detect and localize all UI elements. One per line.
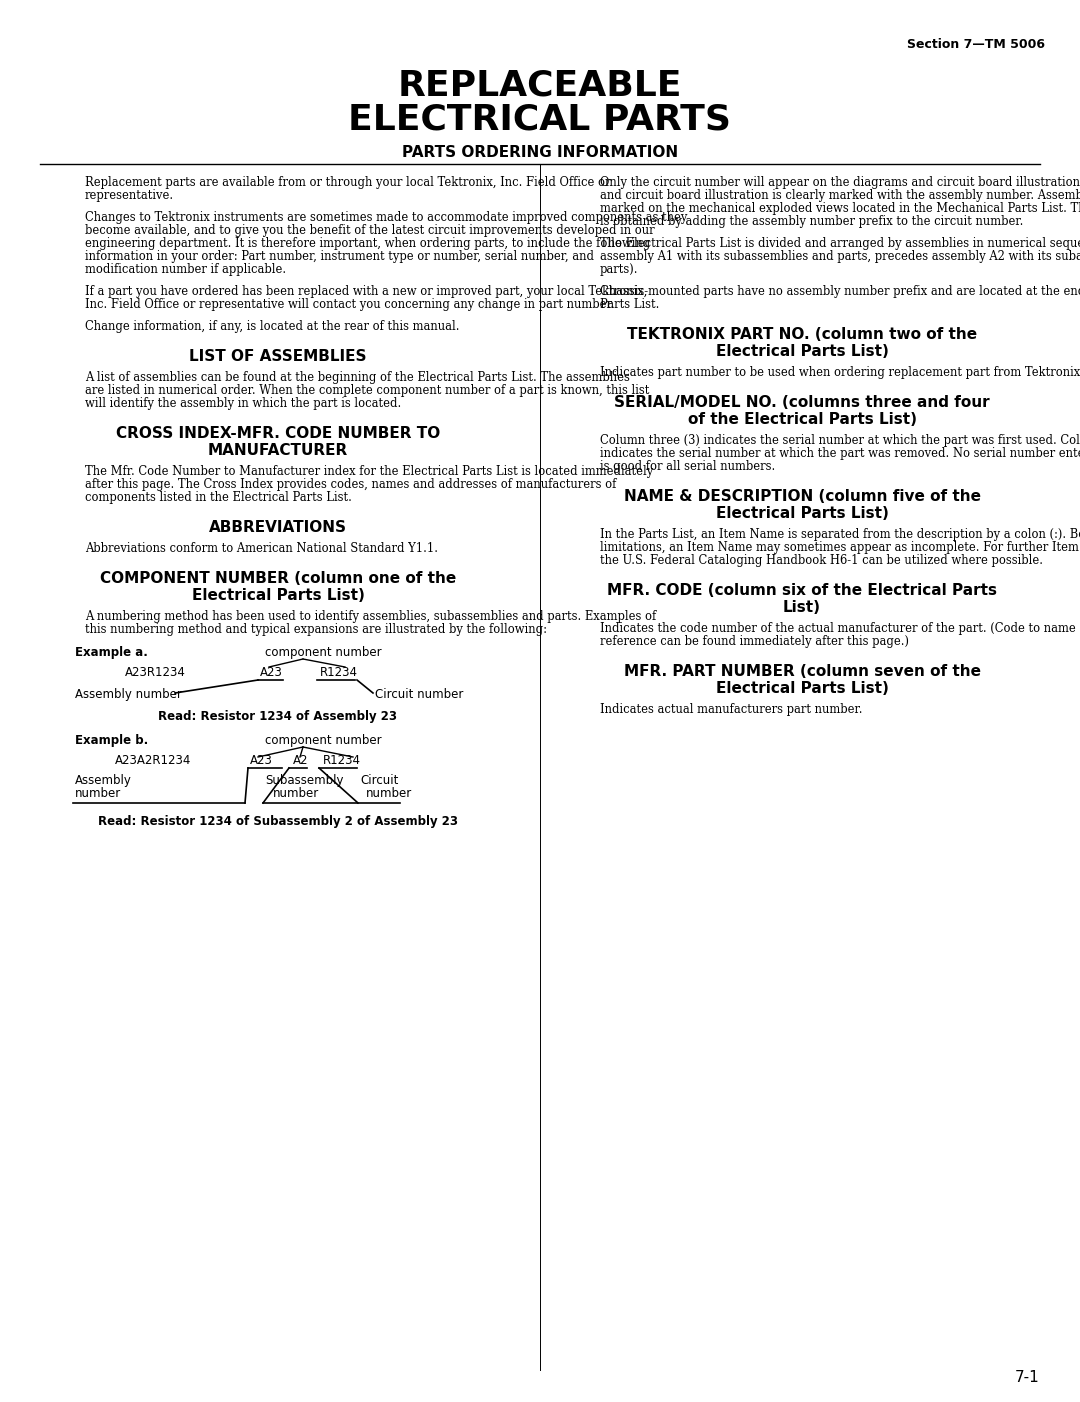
Text: List): List) [783, 600, 821, 615]
Text: become available, and to give you the benefit of the latest circuit improvements: become available, and to give you the be… [85, 224, 654, 237]
Text: ABBREVIATIONS: ABBREVIATIONS [210, 520, 347, 536]
Text: Assembly: Assembly [75, 774, 132, 787]
Text: A numbering method has been used to identify assemblies, subassemblies and parts: A numbering method has been used to iden… [85, 610, 657, 622]
Text: indicates the serial number at which the part was removed. No serial number ente: indicates the serial number at which the… [600, 447, 1080, 460]
Text: R1234: R1234 [320, 666, 357, 679]
Text: SERIAL/MODEL NO. (columns three and four: SERIAL/MODEL NO. (columns three and four [615, 395, 989, 409]
Text: A23: A23 [249, 754, 273, 767]
Text: component number: component number [265, 735, 381, 747]
Text: Chassis-mounted parts have no assembly number prefix and are located at the end : Chassis-mounted parts have no assembly n… [600, 285, 1080, 299]
Text: parts).: parts). [600, 264, 638, 276]
Text: representative.: representative. [85, 189, 174, 202]
Text: In the Parts List, an Item Name is separated from the description by a colon (:): In the Parts List, an Item Name is separ… [600, 529, 1080, 541]
Text: PARTS ORDERING INFORMATION: PARTS ORDERING INFORMATION [402, 144, 678, 160]
Text: Electrical Parts List): Electrical Parts List) [191, 587, 364, 603]
Text: Column three (3) indicates the serial number at which the part was first used. C: Column three (3) indicates the serial nu… [600, 435, 1080, 447]
Text: MFR. CODE (column six of the Electrical Parts: MFR. CODE (column six of the Electrical … [607, 583, 997, 599]
Text: engineering department. It is therefore important, when ordering parts, to inclu: engineering department. It is therefore … [85, 237, 650, 250]
Text: ELECTRICAL PARTS: ELECTRICAL PARTS [349, 102, 731, 136]
Text: Example a.: Example a. [75, 646, 148, 659]
Text: Electrical Parts List): Electrical Parts List) [716, 681, 889, 695]
Text: The Electrical Parts List is divided and arranged by assemblies in numerical seq: The Electrical Parts List is divided and… [600, 237, 1080, 250]
Text: COMPONENT NUMBER (column one of the: COMPONENT NUMBER (column one of the [99, 571, 456, 586]
Text: Circuit: Circuit [360, 774, 399, 787]
Text: of the Electrical Parts List): of the Electrical Parts List) [688, 412, 917, 428]
Text: number: number [273, 787, 320, 801]
Text: Change information, if any, is located at the rear of this manual.: Change information, if any, is located a… [85, 320, 459, 334]
Text: A23R1234: A23R1234 [125, 666, 186, 679]
Text: Inc. Field Office or representative will contact you concerning any change in pa: Inc. Field Office or representative will… [85, 299, 615, 311]
Text: If a part you have ordered has been replaced with a new or improved part, your l: If a part you have ordered has been repl… [85, 285, 647, 299]
Text: and circuit board illustration is clearly marked with the assembly number. Assem: and circuit board illustration is clearl… [600, 189, 1080, 202]
Text: assembly A1 with its subassemblies and parts, precedes assembly A2 with its suba: assembly A1 with its subassemblies and p… [600, 250, 1080, 264]
Text: CROSS INDEX-MFR. CODE NUMBER TO: CROSS INDEX-MFR. CODE NUMBER TO [116, 426, 441, 442]
Text: are listed in numerical order. When the complete component number of a part is k: are listed in numerical order. When the … [85, 384, 649, 397]
Text: will identify the assembly in which the part is located.: will identify the assembly in which the … [85, 397, 402, 409]
Text: Subassembly: Subassembly [265, 774, 343, 787]
Text: limitations, an Item Name may sometimes appear as incomplete. For further Item N: limitations, an Item Name may sometimes … [600, 541, 1080, 554]
Text: TEKTRONIX PART NO. (column two of the: TEKTRONIX PART NO. (column two of the [626, 327, 977, 342]
Text: Replacement parts are available from or through your local Tektronix, Inc. Field: Replacement parts are available from or … [85, 177, 610, 189]
Text: information in your order: Part number, instrument type or number, serial number: information in your order: Part number, … [85, 250, 594, 264]
Text: The Mfr. Code Number to Manufacturer index for the Electrical Parts List is loca: The Mfr. Code Number to Manufacturer ind… [85, 465, 653, 478]
Text: is obtained by adding the assembly number prefix to the circuit number.: is obtained by adding the assembly numbe… [600, 215, 1024, 229]
Text: REPLACEABLE: REPLACEABLE [397, 69, 683, 102]
Text: component number: component number [265, 646, 381, 659]
Text: MANUFACTURER: MANUFACTURER [207, 443, 348, 458]
Text: number: number [366, 787, 413, 801]
Text: Electrical Parts List): Electrical Parts List) [716, 343, 889, 359]
Text: A23: A23 [260, 666, 283, 679]
Text: 7-1: 7-1 [1015, 1370, 1040, 1385]
Text: A list of assemblies can be found at the beginning of the Electrical Parts List.: A list of assemblies can be found at the… [85, 372, 630, 384]
Text: Section 7—TM 5006: Section 7—TM 5006 [907, 38, 1045, 50]
Text: marked on the mechanical exploded views located in the Mechanical Parts List. Th: marked on the mechanical exploded views … [600, 202, 1080, 215]
Text: LIST OF ASSEMBLIES: LIST OF ASSEMBLIES [189, 349, 367, 365]
Text: number: number [75, 787, 121, 801]
Text: NAME & DESCRIPTION (column five of the: NAME & DESCRIPTION (column five of the [623, 489, 981, 503]
Text: R1234: R1234 [323, 754, 361, 767]
Text: components listed in the Electrical Parts List.: components listed in the Electrical Part… [85, 491, 352, 503]
Text: this numbering method and typical expansions are illustrated by the following:: this numbering method and typical expans… [85, 622, 546, 637]
Text: Indicates the code number of the actual manufacturer of the part. (Code to name : Indicates the code number of the actual … [600, 622, 1080, 635]
Text: Assembly number: Assembly number [75, 688, 181, 701]
Text: after this page. The Cross Index provides codes, names and addresses of manufact: after this page. The Cross Index provide… [85, 478, 617, 491]
Text: A2: A2 [293, 754, 309, 767]
Text: modification number if applicable.: modification number if applicable. [85, 264, 286, 276]
Text: MFR. PART NUMBER (column seven of the: MFR. PART NUMBER (column seven of the [623, 665, 981, 679]
Text: A23A2R1234: A23A2R1234 [114, 754, 191, 767]
Text: Only the circuit number will appear on the diagrams and circuit board illustrati: Only the circuit number will appear on t… [600, 177, 1080, 189]
Text: reference can be found immediately after this page.): reference can be found immediately after… [600, 635, 909, 648]
Text: Parts List.: Parts List. [600, 299, 660, 311]
Text: Circuit number: Circuit number [375, 688, 463, 701]
Text: Read: Resistor 1234 of Subassembly 2 of Assembly 23: Read: Resistor 1234 of Subassembly 2 of … [98, 815, 458, 829]
Text: is good for all serial numbers.: is good for all serial numbers. [600, 460, 775, 472]
Text: Example b.: Example b. [75, 735, 148, 747]
Text: Changes to Tektronix instruments are sometimes made to accommodate improved comp: Changes to Tektronix instruments are som… [85, 210, 687, 224]
Text: the U.S. Federal Cataloging Handbook H6-1 can be utilized where possible.: the U.S. Federal Cataloging Handbook H6-… [600, 554, 1043, 566]
Text: Indicates part number to be used when ordering replacement part from Tektronix.: Indicates part number to be used when or… [600, 366, 1080, 379]
Text: Abbreviations conform to American National Standard Y1.1.: Abbreviations conform to American Nation… [85, 543, 438, 555]
Text: Electrical Parts List): Electrical Parts List) [716, 506, 889, 522]
Text: Indicates actual manufacturers part number.: Indicates actual manufacturers part numb… [600, 702, 863, 716]
Text: Read: Resistor 1234 of Assembly 23: Read: Resistor 1234 of Assembly 23 [159, 709, 397, 723]
